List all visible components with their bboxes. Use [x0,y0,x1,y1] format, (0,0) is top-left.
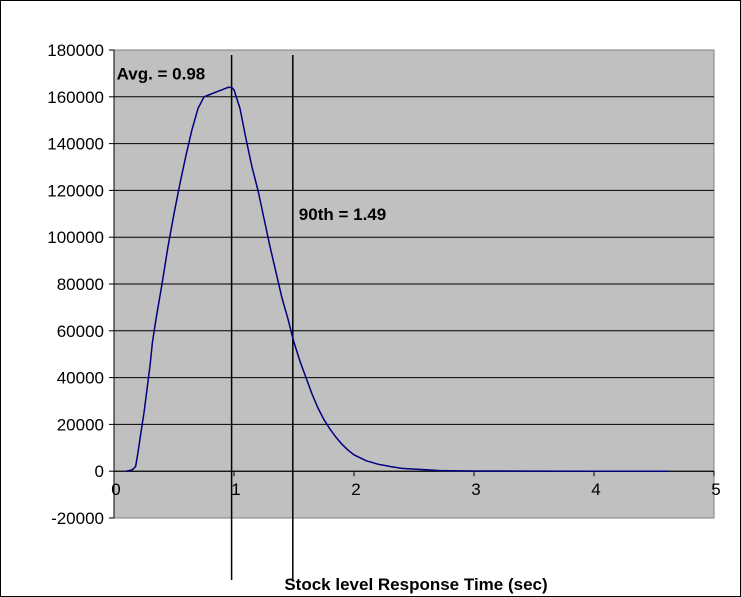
x-tick-labels: 0 1 2 3 4 5 [111,480,720,499]
y-tick-label: 60000 [57,322,104,341]
x-tick-label: 0 [111,480,120,499]
annotation-lines [230,55,294,580]
y-tick-label: 140000 [47,135,104,154]
y-tick-label: 100000 [47,228,104,247]
x-tick-label: 3 [471,480,480,499]
y-tick-label: 120000 [47,181,104,200]
x-tick-label: 1 [231,480,240,499]
gridlines [114,96,714,472]
x-axis-title: Stock level Response Time (sec) [284,575,547,594]
annotation-labels: Avg. = 0.98 90th = 1.49 [117,64,387,223]
annotation-label: 90th = 1.49 [299,205,386,224]
x-tick-label: 5 [711,480,720,499]
y-tick-label: 180000 [47,41,104,60]
y-tick-label: 0 [95,462,104,481]
y-tick-label: 20000 [57,415,104,434]
annotation-label: Avg. = 0.98 [117,64,206,83]
series-line [125,86,669,472]
x-tick-label: 2 [351,480,360,499]
y-tick-labels: -20000 0 20000 40000 60000 80000 100000 120000 1… [47,41,104,528]
y-tick-label: -20000 [51,509,104,528]
y-tick-label: 160000 [47,88,104,107]
y-tick-label: 80000 [57,275,104,294]
x-tick-label: 4 [591,480,600,499]
y-tick-label: 40000 [57,369,104,388]
